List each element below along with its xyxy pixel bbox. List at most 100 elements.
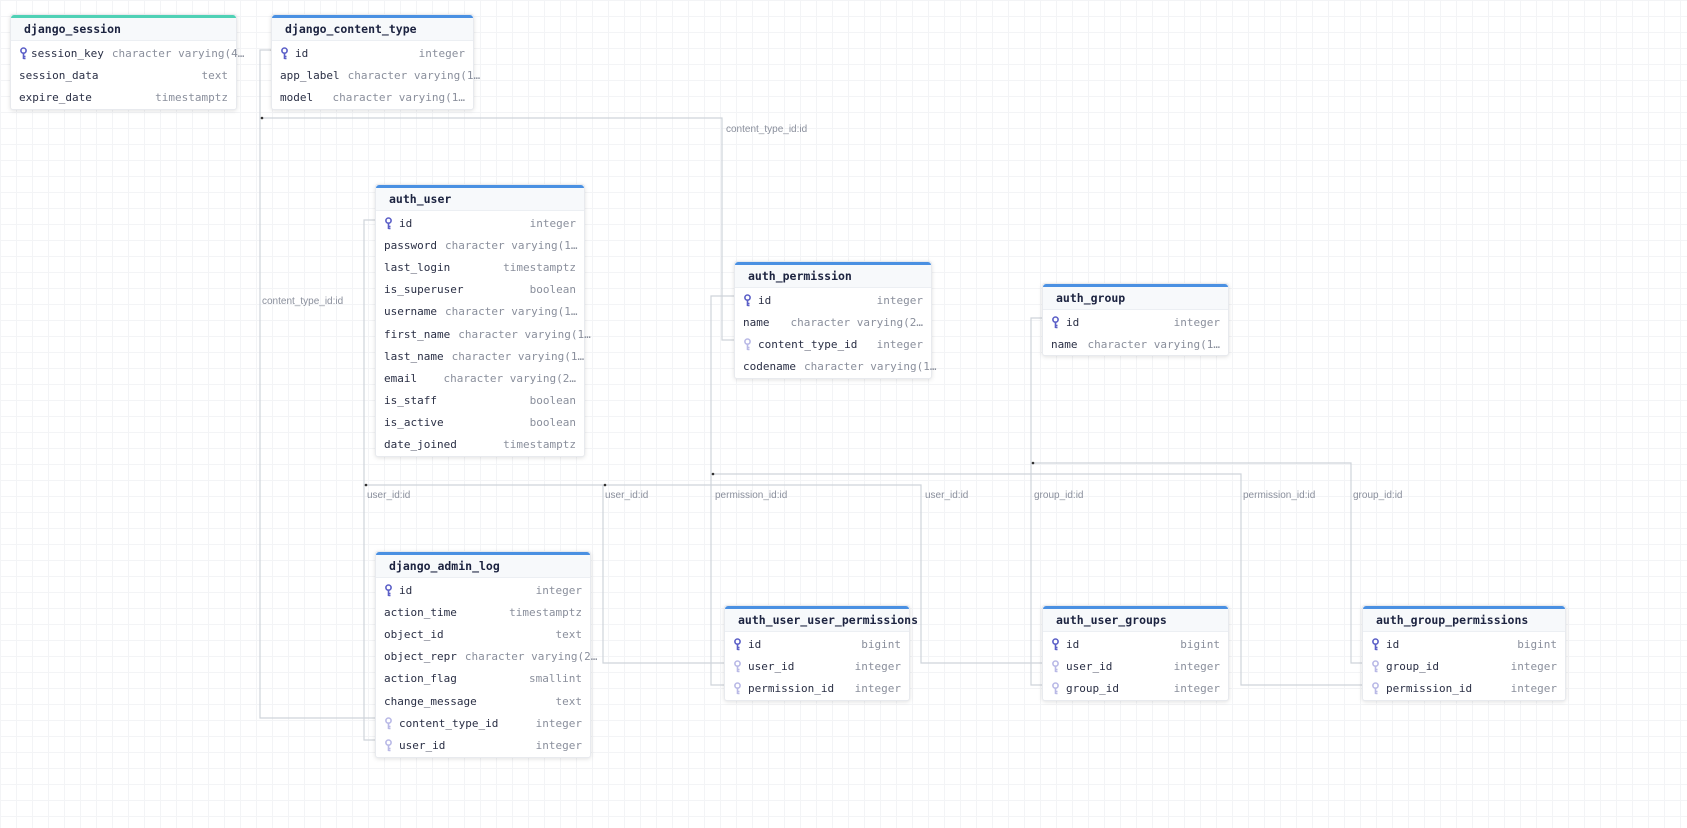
- column-row[interactable]: is_superuser boolean: [376, 279, 584, 301]
- table-django-admin-log[interactable]: django_admin_log id integer action_time time…: [375, 551, 597, 758]
- column-row[interactable]: last_login timestamptz: [376, 256, 584, 278]
- table-title[interactable]: auth_group_permissions: [1363, 606, 1565, 632]
- column-type: timestamptz: [503, 260, 576, 274]
- column-type: integer: [1173, 681, 1220, 695]
- column-row[interactable]: change_message text: [376, 690, 590, 712]
- column-row[interactable]: session_data text: [11, 64, 236, 86]
- column-row[interactable]: codename character varying(1…: [735, 356, 936, 378]
- table-django-session[interactable]: django_session session_key character varyi…: [10, 14, 244, 110]
- relationship-line[interactable]: [364, 484, 724, 664]
- column-row[interactable]: group_id integer: [1043, 677, 1228, 699]
- column-type: bigint: [861, 637, 901, 651]
- table-title[interactable]: auth_user_user_permissions: [725, 606, 918, 632]
- table-title[interactable]: django_session: [11, 15, 236, 41]
- table-auth-permission[interactable]: auth_permission id integer name character va…: [734, 261, 936, 379]
- column-row[interactable]: id bigint: [1363, 633, 1565, 655]
- foreign-key-icon: [1371, 682, 1383, 695]
- column-row[interactable]: username character varying(1…: [376, 301, 584, 323]
- column-row[interactable]: model character varying(1…: [272, 86, 473, 108]
- column-row[interactable]: object_repr character varying(2…: [376, 646, 597, 668]
- column-name: action_time: [384, 605, 457, 619]
- column-name: content_type_id: [758, 337, 858, 351]
- column-name: password: [384, 238, 437, 252]
- column-row[interactable]: permission_id integer: [725, 677, 909, 699]
- column-row[interactable]: first_name character varying(1…: [376, 323, 591, 345]
- primary-key-icon: [1371, 637, 1383, 651]
- table-title[interactable]: auth_permission: [735, 262, 931, 288]
- column-type: character varying(1…: [458, 327, 591, 341]
- column-row[interactable]: last_name character varying(1…: [376, 345, 584, 367]
- table-auth-user[interactable]: auth_user id integer password character vary…: [375, 184, 591, 458]
- column-name: is_active: [384, 416, 444, 430]
- column-name: is_staff: [384, 394, 437, 408]
- column-row[interactable]: app_label character varying(1…: [272, 64, 480, 86]
- column-row[interactable]: action_flag smallint: [376, 668, 590, 690]
- column-row[interactable]: name character varying(2…: [735, 311, 931, 333]
- relationship-line[interactable]: [1031, 462, 1362, 664]
- column-name: session_key: [31, 46, 104, 60]
- column-row[interactable]: id bigint: [1043, 633, 1228, 655]
- column-name: model: [280, 90, 314, 104]
- column-row[interactable]: is_staff boolean: [376, 390, 584, 412]
- relationship-label: permission_id:id: [1243, 490, 1316, 501]
- column-row[interactable]: session_key character varying(4…: [11, 42, 244, 64]
- column-row[interactable]: id bigint: [725, 633, 909, 655]
- column-row[interactable]: group_id integer: [1363, 655, 1565, 677]
- relationship-line[interactable]: [259, 49, 375, 719]
- column-row[interactable]: date_joined timestamptz: [376, 434, 584, 456]
- column-name: group_id: [1066, 681, 1119, 695]
- column-row[interactable]: user_id integer: [1043, 655, 1228, 677]
- table-auth-user-user-permissions[interactable]: auth_user_user_permissions id bigint user_i…: [724, 605, 918, 701]
- column-type: character varying(2…: [790, 315, 923, 329]
- table-title[interactable]: django_content_type: [272, 15, 473, 41]
- column-row[interactable]: user_id integer: [376, 734, 590, 756]
- column-name: id: [1386, 637, 1400, 651]
- column-list: id integer name character varying(2… content…: [735, 288, 936, 378]
- column-row[interactable]: name character varying(1…: [1043, 333, 1228, 355]
- table-title[interactable]: auth_user: [376, 185, 584, 211]
- column-type: boolean: [529, 416, 576, 430]
- column-row[interactable]: permission_id integer: [1363, 677, 1565, 699]
- column-row[interactable]: action_time timestamptz: [376, 601, 590, 623]
- column-row[interactable]: email character varying(2…: [376, 367, 584, 389]
- column-row[interactable]: id integer: [272, 42, 473, 64]
- column-row[interactable]: user_id integer: [725, 655, 909, 677]
- relationship-line[interactable]: [260, 117, 735, 341]
- table-title[interactable]: auth_group: [1043, 284, 1228, 310]
- column-row[interactable]: expire_date timestamptz: [11, 86, 236, 108]
- column-name: object_repr: [384, 650, 457, 664]
- column-row[interactable]: password character varying(1…: [376, 234, 584, 256]
- column-row[interactable]: is_active boolean: [376, 412, 584, 434]
- column-row[interactable]: id integer: [1043, 311, 1228, 333]
- column-name: name: [743, 315, 770, 329]
- primary-key-icon: [1051, 315, 1063, 329]
- table-auth-user-groups[interactable]: auth_user_groups id bigint user_id integer gr…: [1042, 605, 1229, 701]
- column-name: user_id: [399, 738, 446, 752]
- column-row[interactable]: id integer: [735, 289, 931, 311]
- table-title[interactable]: django_admin_log: [376, 552, 590, 578]
- column-type: timestamptz: [509, 605, 582, 619]
- column-type: character varying(1…: [803, 360, 937, 374]
- column-row[interactable]: content_type_id integer: [376, 712, 590, 734]
- table-django-content-type[interactable]: django_content_type id integer app_label cha…: [271, 14, 480, 110]
- table-auth-group[interactable]: auth_group id integer name character varying…: [1042, 283, 1229, 357]
- column-type: character varying(4…: [111, 46, 245, 60]
- column-list: id bigint user_id integer group_id integer: [1043, 632, 1228, 700]
- table-title[interactable]: auth_user_groups: [1043, 606, 1228, 632]
- relationship-line[interactable]: [710, 295, 735, 686]
- table-auth-group-permissions[interactable]: auth_group_permissions id bigint group_id in…: [1362, 605, 1566, 701]
- column-row[interactable]: id integer: [376, 579, 590, 601]
- column-row[interactable]: object_id text: [376, 623, 590, 645]
- relationship-line[interactable]: [603, 484, 1042, 664]
- relationship-line[interactable]: [363, 219, 375, 741]
- column-name: user_id: [748, 659, 795, 673]
- relationship-line[interactable]: [1030, 317, 1043, 686]
- column-list: id integer password character varying(1… las…: [376, 211, 591, 456]
- column-row[interactable]: id integer: [376, 212, 584, 234]
- relationship-label: group_id:id: [1353, 490, 1403, 501]
- column-type: text: [201, 68, 229, 82]
- relationship-line[interactable]: [711, 473, 1362, 686]
- primary-key-icon: [384, 216, 396, 230]
- column-name: session_data: [19, 68, 99, 82]
- column-row[interactable]: content_type_id integer: [735, 333, 931, 355]
